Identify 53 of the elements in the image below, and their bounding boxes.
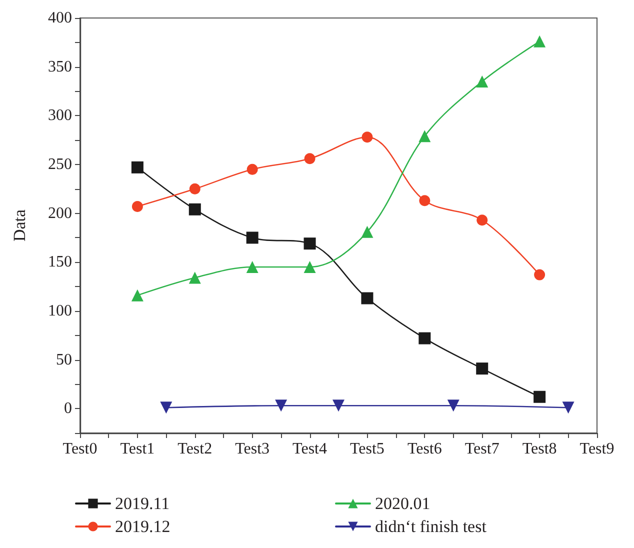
legend-label: didn‘t finish test — [375, 517, 487, 536]
point — [361, 292, 374, 304]
y-tick-label: 200 — [48, 204, 72, 222]
x-tick-label: Test4 — [292, 440, 327, 458]
point — [246, 232, 258, 244]
x-tick-label: Test1 — [120, 440, 155, 458]
x-tick-label: Test5 — [350, 440, 384, 458]
x-tick-label: Test3 — [235, 440, 270, 458]
point — [189, 183, 200, 194]
legend-label: 2019.12 — [115, 517, 170, 536]
point — [304, 153, 316, 164]
y-tick-label: 250 — [48, 156, 72, 173]
point — [332, 400, 344, 412]
x-tick-label: Test0 — [62, 440, 98, 458]
y-tick-label: 150 — [48, 254, 72, 271]
point — [418, 332, 431, 344]
point — [361, 226, 374, 238]
point — [131, 161, 144, 174]
point — [534, 35, 546, 48]
point — [534, 269, 546, 280]
x-tick-label: Test7 — [464, 440, 500, 458]
point — [418, 130, 431, 142]
point — [246, 164, 258, 175]
point — [275, 400, 288, 412]
point — [476, 362, 488, 375]
point — [131, 289, 144, 302]
y-tick-label: 400 — [48, 10, 72, 26]
point — [476, 214, 488, 226]
point — [362, 132, 373, 143]
point — [188, 272, 201, 284]
y-axis-title: Data — [10, 209, 29, 242]
point — [447, 400, 460, 412]
point — [188, 203, 201, 216]
point — [476, 75, 488, 88]
legend-label: 2020.01 — [375, 494, 430, 513]
x-tick-label: Test8 — [522, 440, 557, 458]
point — [562, 402, 574, 414]
point — [246, 261, 258, 273]
legend-label: 2019.11 — [115, 494, 170, 513]
x-tick-label: Test6 — [407, 440, 442, 458]
point — [304, 238, 316, 250]
x-tick-label: Test9 — [580, 440, 614, 458]
point — [534, 390, 546, 403]
y-tick-label: 0 — [64, 400, 72, 418]
y-tick-label: 350 — [48, 58, 72, 76]
y-tick-label: 300 — [48, 107, 72, 124]
point — [132, 200, 143, 212]
point — [304, 261, 316, 273]
point — [160, 402, 172, 414]
x-tick-label: Test2 — [178, 440, 212, 458]
y-tick-label: 50 — [56, 351, 72, 368]
y-tick-label: 100 — [48, 302, 72, 320]
point — [419, 195, 430, 206]
